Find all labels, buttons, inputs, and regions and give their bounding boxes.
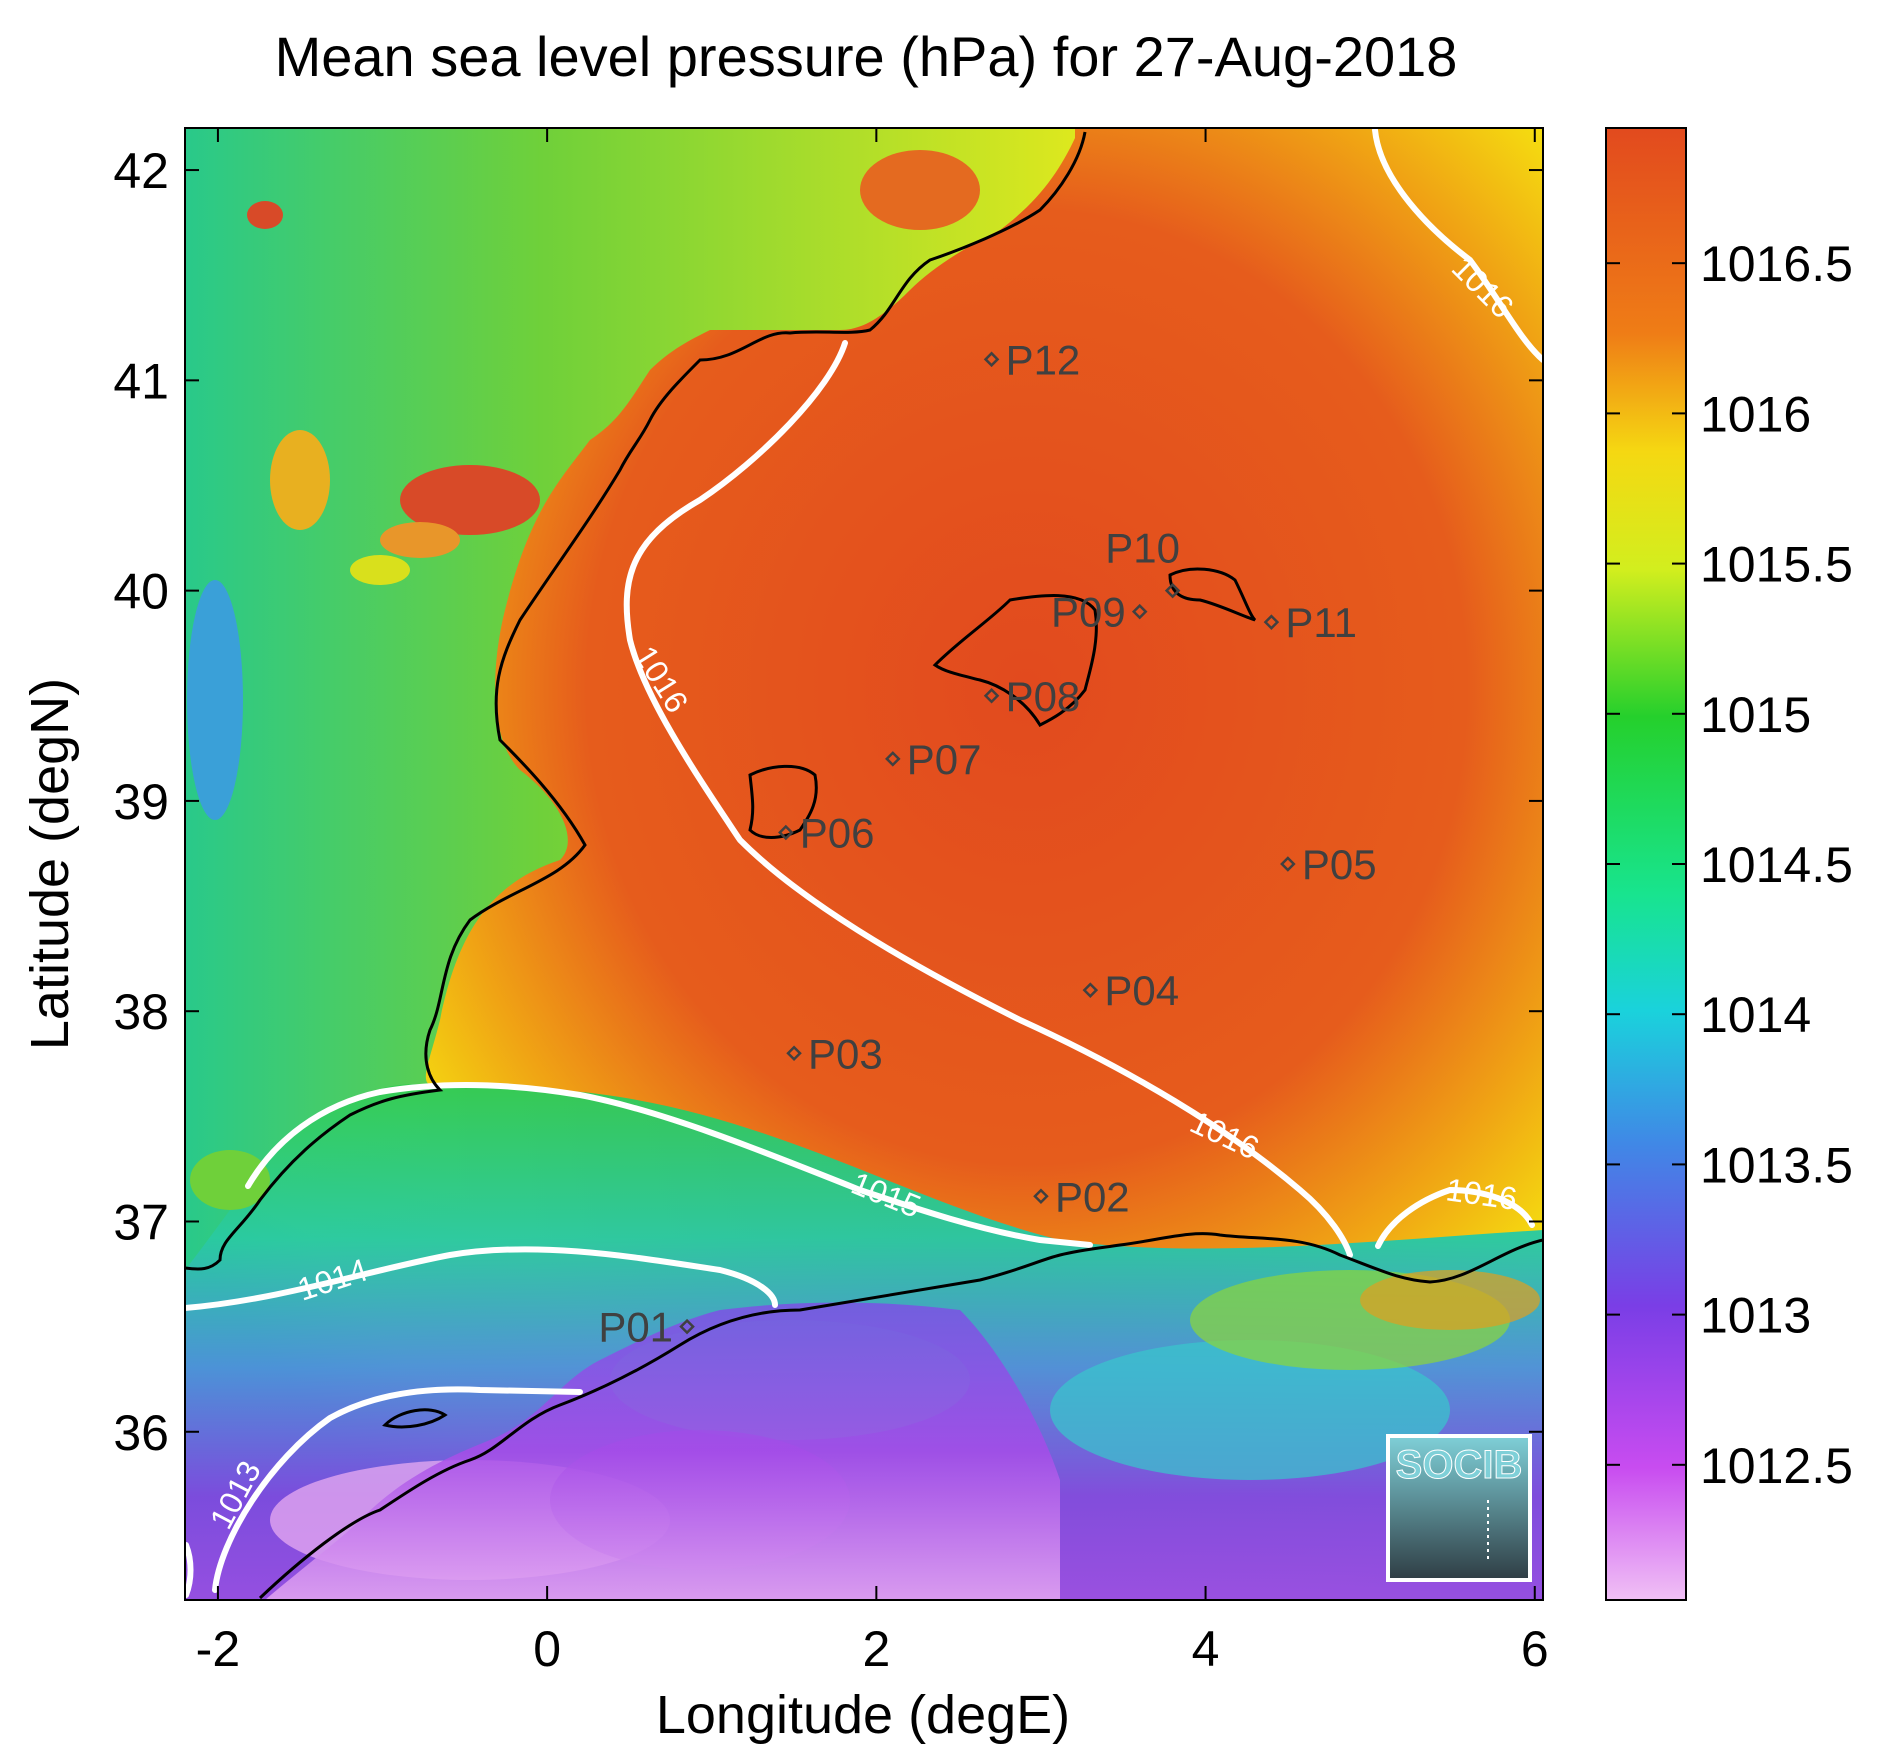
station-marker-icon [983,351,1000,368]
colorbar-tick-label: 1013.5 [1700,1137,1853,1193]
y-tick-label: 36 [113,1405,169,1461]
station-p06[interactable]: P06 [778,809,875,856]
station-p04[interactable]: P04 [1082,967,1179,1014]
x-axis: -2 0 2 4 6 [196,128,1549,1677]
station-p10[interactable]: P10 [1105,525,1181,599]
station-p09[interactable]: P09 [1051,589,1148,636]
station-p03[interactable]: P03 [786,1030,883,1077]
x-tick-label: 6 [1521,1621,1549,1677]
chart-title: Mean sea level pressure (hPa) for 27-Aug… [275,25,1458,88]
y-tick-label: 41 [113,353,169,409]
colorbar-tick-label: 1015 [1700,687,1811,743]
africa-land [265,1302,1060,1600]
y-tick-label: 42 [113,143,169,199]
y-tick-label: 38 [113,984,169,1040]
station-marker-icon [1082,982,1099,998]
station-p12[interactable]: P12 [983,336,1081,383]
pressure-field-iberia [185,128,1075,1270]
station-label: P11 [1285,599,1357,646]
y-axis-label: Latitude (degN) [20,678,80,1050]
colorbar-tick-label: 1012.5 [1700,1438,1853,1494]
station-p01[interactable]: P01 [598,1304,695,1351]
x-tick-label: 0 [533,1621,561,1677]
station-marker-icon [679,1318,695,1335]
x-tick-label: -2 [196,1621,240,1677]
station-p07[interactable]: P07 [885,736,982,783]
station-marker-icon [1263,614,1280,630]
station-p05[interactable]: P05 [1280,841,1377,888]
station-marker-icon [778,824,794,841]
station-p02[interactable]: P02 [1033,1173,1130,1220]
y-axis: 36 37 38 39 40 41 42 [113,143,1543,1461]
station-markers: P01 P02 P03 P04 P05 P06 P07 P08 P09 P10 P11 P12 [598,336,1376,1350]
map-frame [184,127,1544,1601]
station-label: P07 [907,736,982,783]
colorbar-tick-label: 1014 [1700,987,1811,1043]
colorbar-tick-label: 1013 [1700,1288,1811,1344]
x-tick-label: 2 [862,1621,890,1677]
y-tick-label: 40 [113,564,169,620]
station-marker-icon [1164,582,1181,599]
colorbar-ticks: 1012.5 1013 1013.5 1014 1014.5 1015 1015.5 1016… [1606,236,1853,1494]
map-plot-area [185,128,1543,1600]
colorbar-tick-label: 1014.5 [1700,837,1853,893]
station-label: P02 [1055,1173,1130,1220]
colorbar-tick-label: 1015.5 [1700,537,1853,593]
socib-logo-text: SOCIB [1396,1443,1523,1487]
station-marker-icon [1131,603,1148,620]
station-marker-icon [983,688,1000,704]
station-label: P05 [1302,841,1377,888]
colorbar-tick-label: 1016 [1700,386,1811,442]
station-label: P01 [598,1304,673,1351]
colorbar-tick-label: 1016.5 [1700,236,1853,292]
y-tick-label: 37 [113,1194,169,1250]
y-tick-label: 39 [113,774,169,830]
station-p11[interactable]: P11 [1263,599,1357,646]
station-label: P06 [800,809,875,856]
station-label: P09 [1051,589,1126,636]
station-marker-icon [1280,856,1296,872]
station-label: P12 [1006,336,1081,383]
coastline [185,131,1543,1600]
station-p08[interactable]: P08 [983,673,1081,720]
x-axis-label: Longitude (degE) [656,1685,1070,1745]
station-marker-icon [885,751,901,767]
station-label: P03 [808,1030,883,1077]
contour-lines [185,128,1543,1598]
station-label: P08 [1006,673,1081,720]
station-label: P04 [1104,967,1179,1014]
station-label: P10 [1105,525,1180,572]
x-tick-label: 4 [1192,1621,1220,1677]
station-marker-icon [786,1045,802,1062]
station-marker-icon [1033,1188,1049,1205]
socib-logo: SOCIB [1386,1434,1532,1582]
